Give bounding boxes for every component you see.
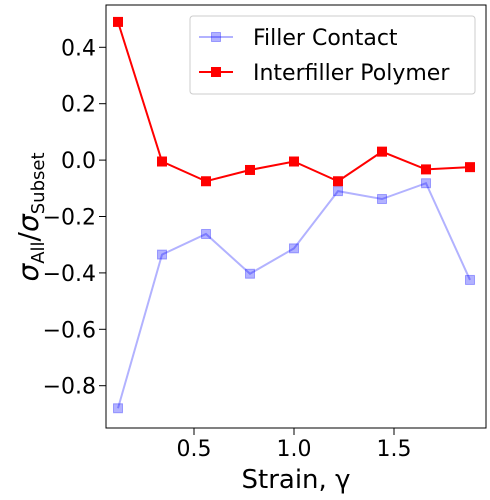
x-tick-label: 1.0 (277, 437, 312, 462)
y-tick-label: 0.0 (61, 149, 96, 174)
y-tick-label: −0.4 (43, 262, 96, 287)
legend-marker-interfiller-polymer (211, 67, 221, 77)
data-point (201, 228, 211, 239)
y-tick-label: −0.6 (43, 318, 96, 343)
y-tick-label: 0.2 (61, 93, 96, 118)
data-point (333, 176, 343, 187)
data-point (157, 156, 167, 167)
data-point (377, 194, 387, 205)
y-axis: −0.8 −0.6 −0.4 −0.2 0.0 0.2 0.4 (43, 36, 106, 400)
x-tick-label: 0.5 (177, 437, 212, 462)
data-point (465, 274, 475, 285)
data-point (289, 156, 299, 167)
series-1 (113, 16, 475, 187)
data-point (113, 16, 123, 27)
legend-label-interfiller-polymer: Interfiller Polymer (253, 61, 450, 86)
legend-box (189, 15, 476, 95)
legend: Filler Contact Interfiller Polymer (189, 15, 476, 95)
y-tick-label: −0.8 (43, 375, 96, 400)
x-tick-label: 1.5 (377, 437, 412, 462)
data-point (113, 403, 123, 414)
data-point (421, 178, 431, 189)
y-axis-label: σAll/σSubset (12, 152, 49, 281)
series-layer (113, 16, 475, 414)
y-tick-label: 0.4 (61, 36, 96, 61)
y-axis-label-symbol-2: σ (12, 213, 45, 232)
data-point (377, 146, 387, 157)
series-line (117, 181, 471, 409)
y-axis-label-symbol-1: σ (12, 263, 45, 282)
data-point (157, 249, 167, 260)
data-point (245, 164, 255, 175)
data-point (465, 162, 475, 173)
data-point (245, 268, 255, 279)
data-point (289, 243, 299, 254)
data-point (421, 164, 431, 175)
legend-marker-filler-contact (211, 32, 221, 42)
data-point (201, 176, 211, 187)
y-axis-label-slash: / (12, 231, 45, 241)
y-axis-label-sub-2: Subset (28, 152, 49, 214)
series-0 (113, 178, 475, 414)
legend-label-filler-contact: Filler Contact (253, 26, 398, 51)
x-axis: 0.5 1.0 1.5 (177, 428, 412, 462)
x-axis-label: Strain, γ (242, 465, 351, 495)
y-tick-label: −0.2 (43, 206, 96, 231)
y-axis-label-sub-1: All (28, 241, 49, 263)
data-point (333, 186, 343, 197)
